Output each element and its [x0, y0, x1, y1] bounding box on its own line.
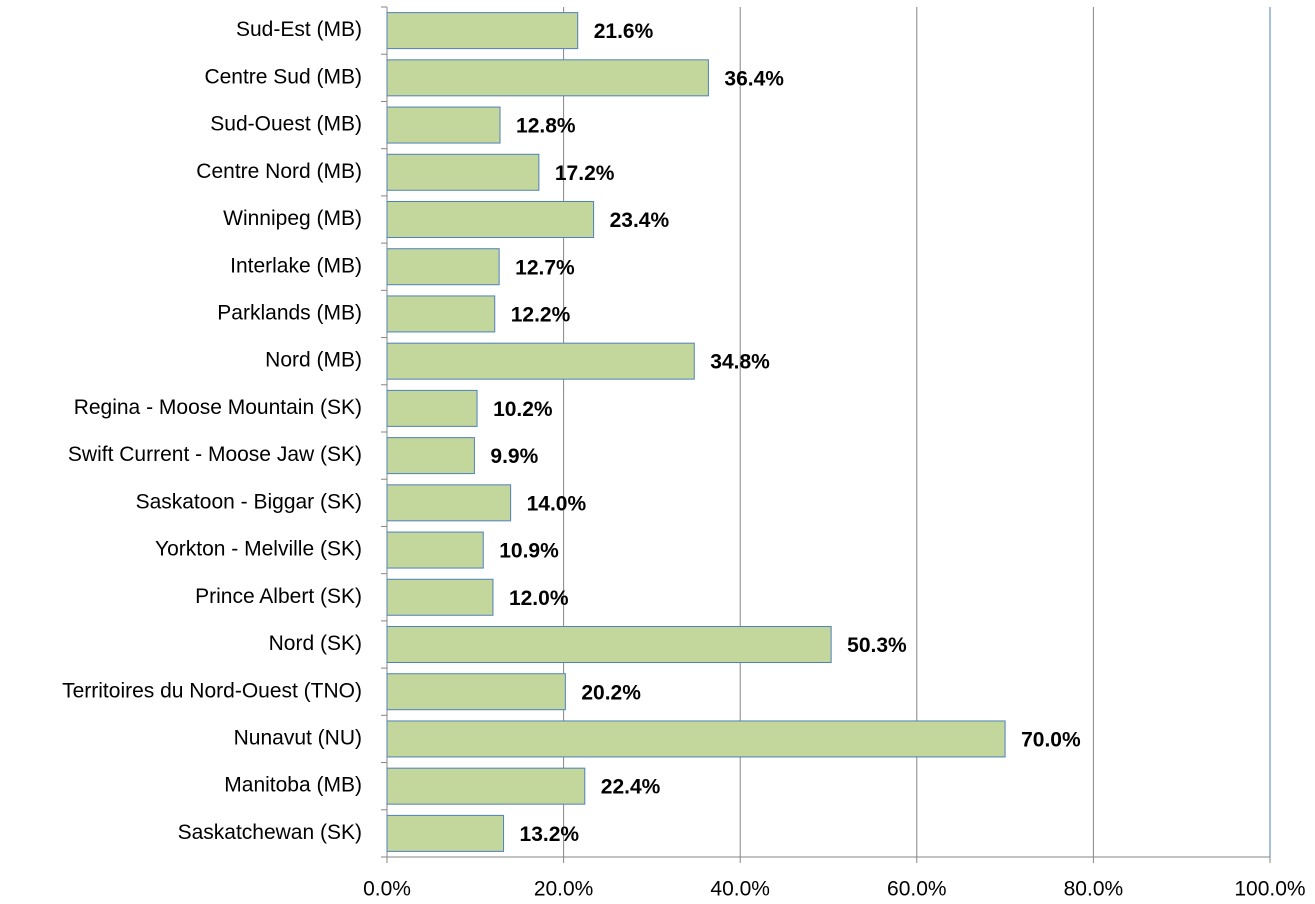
data-label: 50.3% — [847, 634, 907, 657]
bar — [386, 12, 579, 50]
data-label: 17.2% — [555, 162, 615, 185]
bar — [386, 626, 832, 663]
y-tick-label: Sud-Ouest (MB) — [210, 113, 362, 136]
data-label: 10.2% — [493, 398, 553, 421]
data-label: 12.0% — [509, 587, 569, 610]
bar — [386, 814, 505, 852]
x-tick-label: 100.0% — [1234, 878, 1305, 901]
bar — [386, 295, 496, 333]
y-tick-label: Sud-Est (MB) — [236, 18, 362, 41]
bar — [386, 484, 512, 522]
bar — [386, 531, 484, 569]
x-tick-label: 80.0% — [1064, 878, 1124, 901]
x-tick-label: 0.0% — [363, 878, 411, 901]
data-label: 36.4% — [724, 67, 784, 90]
data-label: 12.8% — [516, 115, 576, 138]
data-label: 34.8% — [710, 351, 770, 374]
data-label: 20.2% — [581, 681, 641, 704]
bar — [386, 437, 475, 475]
data-label: 21.6% — [594, 20, 654, 43]
data-label: 10.9% — [499, 540, 559, 563]
bar — [386, 248, 500, 286]
x-tick-label: 60.0% — [887, 878, 947, 901]
bar — [386, 578, 494, 616]
x-tick-label: 40.0% — [710, 878, 770, 901]
bar — [386, 59, 709, 97]
y-tick-label: Saskatoon - Biggar (SK) — [136, 490, 362, 513]
bar — [386, 342, 695, 380]
data-label: 9.9% — [490, 445, 538, 468]
bar — [386, 673, 566, 711]
y-tick-label: Manitoba (MB) — [224, 774, 362, 797]
data-label: 13.2% — [520, 823, 580, 846]
y-tick-label: Nunavut (NU) — [234, 726, 362, 749]
y-tick-label: Parklands (MB) — [217, 301, 362, 324]
y-tick-label: Winnipeg (MB) — [223, 207, 362, 230]
y-tick-label: Prince Albert (SK) — [195, 585, 362, 608]
data-label: 70.0% — [1021, 728, 1081, 751]
y-tick-label: Saskatchewan (SK) — [178, 821, 362, 844]
data-label: 23.4% — [610, 209, 670, 232]
data-label: 14.0% — [527, 492, 587, 515]
y-tick-label: Centre Sud (MB) — [204, 65, 362, 88]
bar — [386, 767, 586, 805]
data-label: 12.2% — [511, 303, 571, 326]
y-tick-label: Yorkton - Melville (SK) — [155, 538, 362, 561]
data-label: 22.4% — [601, 776, 661, 799]
y-tick-label: Nord (SK) — [269, 632, 362, 655]
y-tick-label: Nord (MB) — [265, 349, 362, 372]
data-label: 12.7% — [515, 256, 575, 279]
y-tick-label: Swift Current - Moose Jaw (SK) — [68, 443, 362, 466]
y-tick-label: Regina - Moose Mountain (SK) — [74, 396, 362, 419]
bar — [386, 389, 478, 427]
y-tick-label: Centre Nord (MB) — [196, 160, 362, 183]
bar — [386, 153, 540, 191]
bar — [386, 201, 595, 238]
bar — [386, 106, 501, 144]
y-tick-label: Interlake (MB) — [230, 254, 362, 277]
y-tick-label: Territoires du Nord-Ouest (TNO) — [62, 679, 362, 702]
bar — [386, 720, 1006, 758]
x-tick-label: 20.0% — [534, 878, 594, 901]
